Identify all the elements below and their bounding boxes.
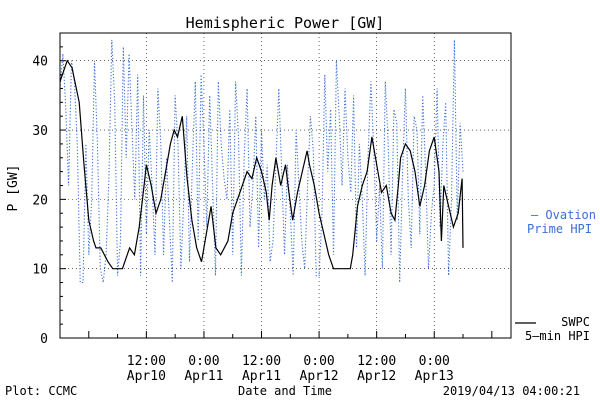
x-tick-date: Apr11	[184, 369, 223, 384]
x-tick-time: 12:00	[127, 354, 166, 369]
x-tick-time: 0:00	[303, 354, 334, 369]
x-tick-date: Apr13	[415, 369, 454, 384]
footer-left: Plot: CCMC	[5, 384, 77, 398]
x-tick-time: 12:00	[357, 354, 396, 369]
y-tick-label: 10	[32, 263, 48, 278]
series-ovation-prime-line	[59, 39, 464, 284]
axes: 01020304012:00Apr100:00Apr1112:00Apr110:…	[32, 32, 493, 384]
legend-ovation-line2: Prime HPI	[527, 222, 592, 236]
grid-lines	[60, 33, 511, 338]
y-tick-label: 0	[40, 332, 48, 347]
legend-swpc-line2: 5–min HPI	[525, 329, 590, 343]
x-tick-date: Apr11	[242, 369, 281, 384]
chart-title: Hemispheric Power [GW]	[186, 14, 385, 32]
series-swpc-line	[59, 59, 464, 270]
footer-center: Date and Time	[238, 384, 332, 398]
y-tick-label: 30	[32, 124, 48, 139]
x-tick-date: Apr12	[357, 369, 396, 384]
x-tick-time: 0:00	[419, 354, 450, 369]
series-layer	[59, 39, 464, 284]
x-tick-time: 0:00	[188, 354, 219, 369]
y-axis-label: P [GW]	[6, 165, 21, 212]
x-tick-time: 12:00	[242, 354, 281, 369]
legend-swpc-line1: SWPC	[561, 315, 590, 329]
y-tick-label: 40	[32, 55, 48, 70]
y-tick-label: 20	[32, 193, 48, 208]
x-tick-date: Apr10	[127, 369, 166, 384]
footer-right: 2019/04/13 04:00:21	[443, 384, 580, 398]
x-tick-date: Apr12	[300, 369, 339, 384]
legend-ovation-line1: — Ovation	[531, 208, 596, 222]
